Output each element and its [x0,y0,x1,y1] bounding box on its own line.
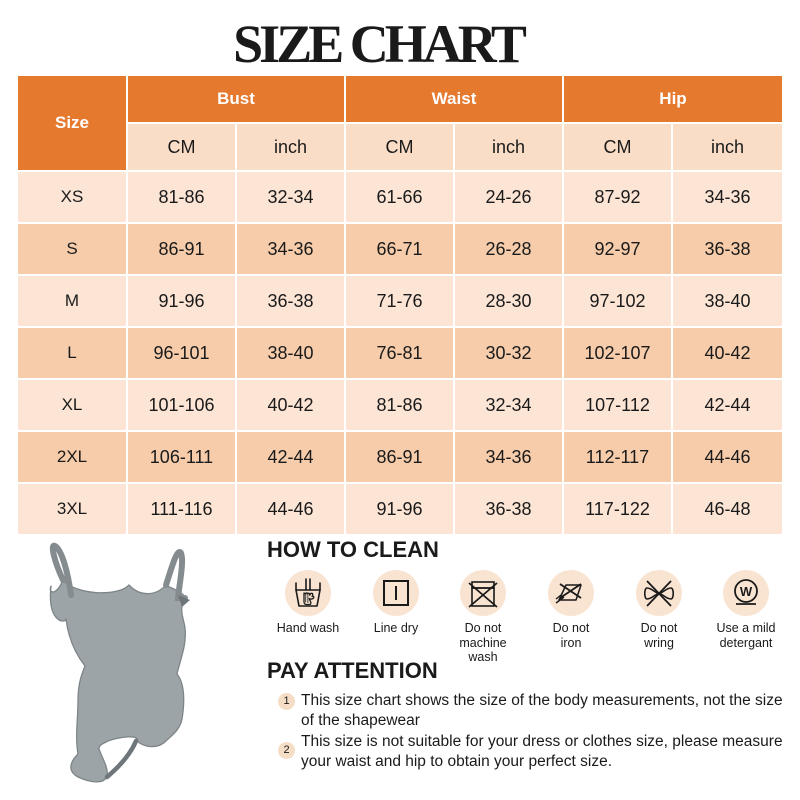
svg-text:W: W [740,584,753,599]
